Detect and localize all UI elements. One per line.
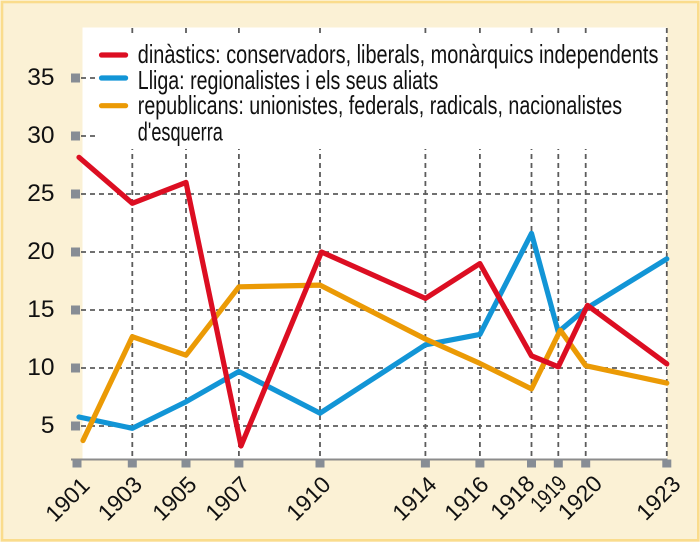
- svg-text:5: 5: [41, 412, 55, 439]
- svg-text:republicans: unionistes, feder: republicans: unionistes, federals, radic…: [138, 90, 622, 120]
- svg-text:15: 15: [27, 296, 54, 323]
- svg-text:dinàstics: conservadors, liber: dinàstics: conservadors, liberals, monàr…: [138, 39, 659, 69]
- svg-text:10: 10: [27, 354, 54, 381]
- svg-text:35: 35: [27, 64, 54, 91]
- svg-text:30: 30: [27, 122, 54, 149]
- svg-text:d'esquerra: d'esquerra: [138, 116, 223, 146]
- svg-text:25: 25: [27, 180, 54, 207]
- svg-text:Lliga: regionalistes i els seu: Lliga: regionalistes i els seus aliats: [138, 65, 439, 95]
- svg-text:20: 20: [27, 238, 54, 265]
